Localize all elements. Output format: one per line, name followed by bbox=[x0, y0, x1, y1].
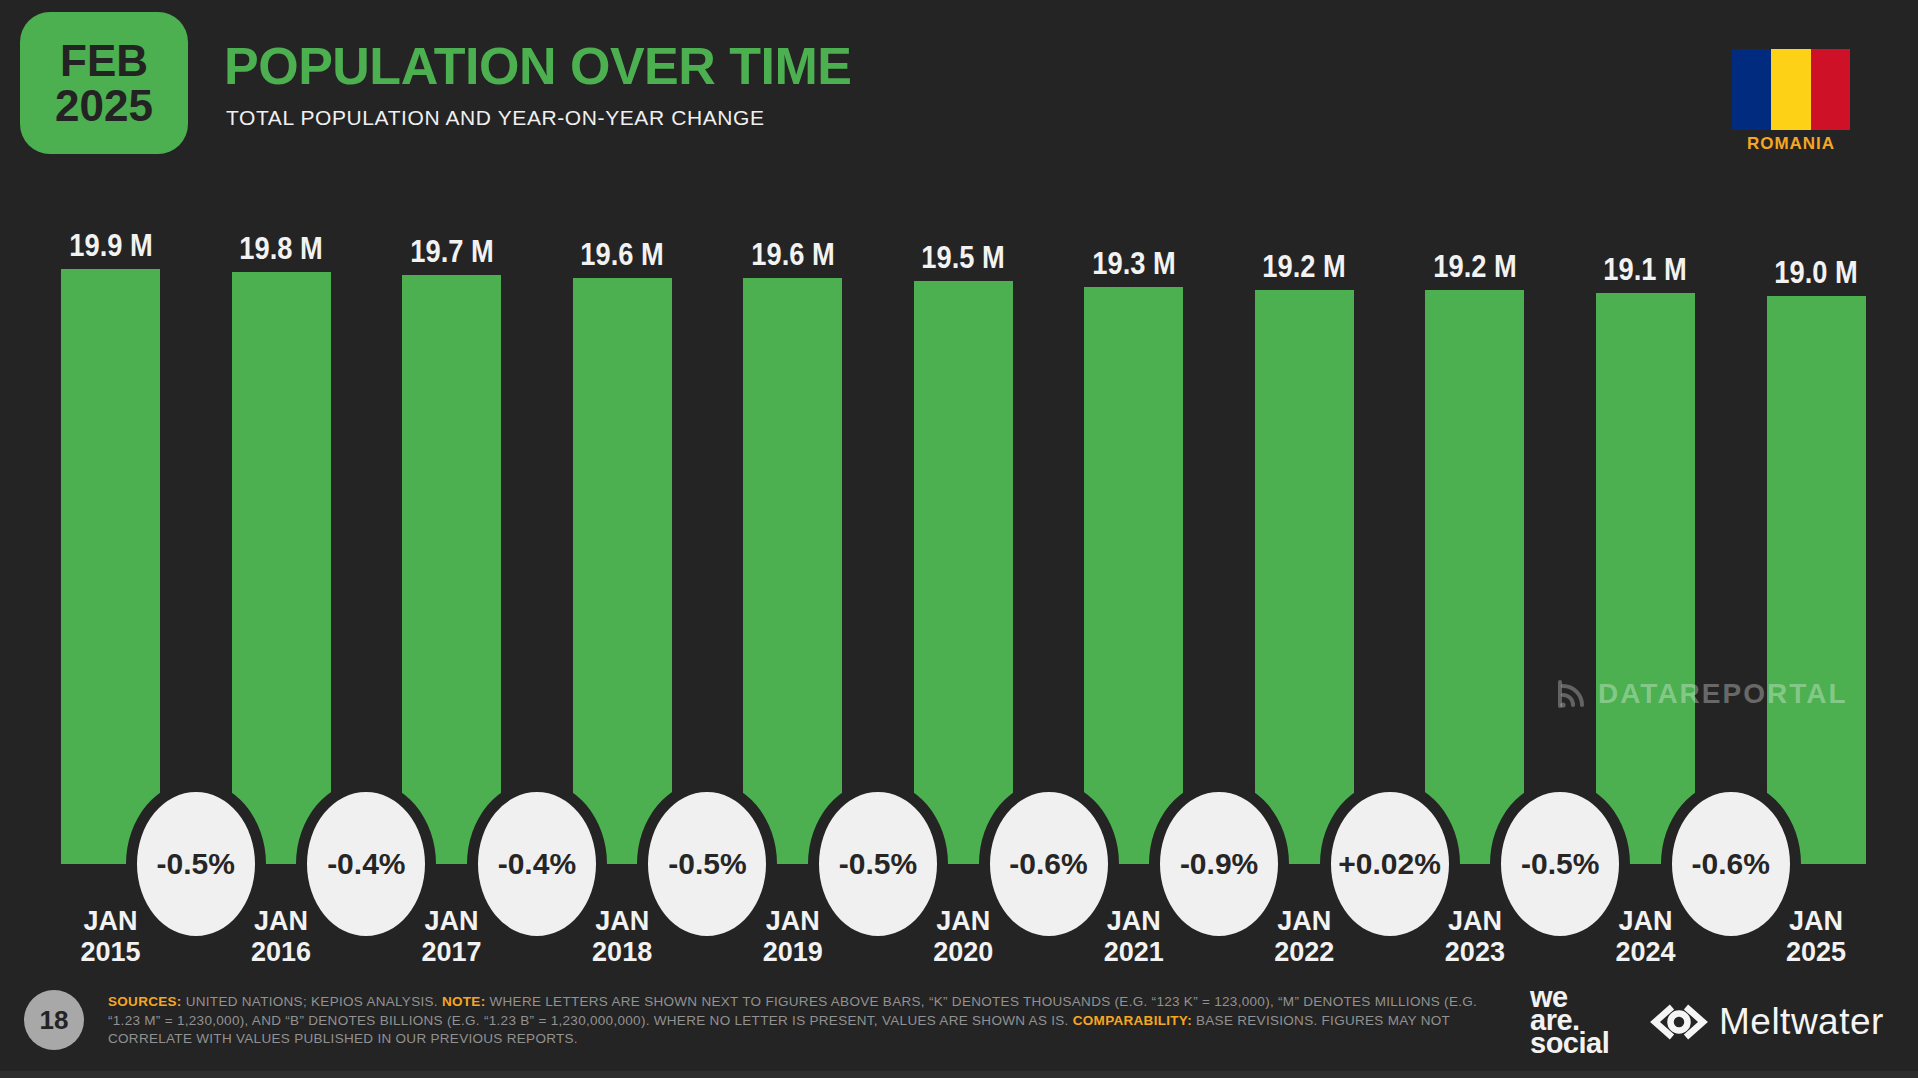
country-label: ROMANIA bbox=[1716, 134, 1866, 154]
we-are-social-line-3: social bbox=[1530, 1032, 1609, 1055]
slide-population-over-time: FEB 2025 POPULATION OVER TIME TOTAL POPU… bbox=[0, 0, 1918, 1078]
page-title: POPULATION OVER TIME bbox=[224, 38, 852, 94]
bar-value-label: 19.1 M bbox=[1575, 252, 1716, 288]
bottom-divider bbox=[0, 1071, 1918, 1078]
meltwater-icon bbox=[1648, 1000, 1710, 1044]
footer-note-text: UNITED NATIONS; KEPIOS ANALYSIS. bbox=[182, 994, 442, 1009]
x-axis-label: JAN 2019 bbox=[708, 906, 878, 968]
population-bar bbox=[914, 281, 1013, 864]
x-axis-label: JAN 2025 bbox=[1731, 906, 1901, 968]
bar-value-label: 19.6 M bbox=[722, 237, 863, 273]
bar-value-label: 19.5 M bbox=[893, 240, 1034, 276]
x-axis-label: JAN 2024 bbox=[1560, 906, 1730, 968]
population-bar bbox=[1425, 290, 1524, 864]
flag-stripe-yellow bbox=[1771, 49, 1810, 130]
datareportal-logo-icon bbox=[1552, 674, 1592, 714]
bar-value-label: 19.2 M bbox=[1234, 249, 1375, 285]
bar-value-label: 19.8 M bbox=[211, 231, 352, 267]
x-axis-label: JAN 2018 bbox=[537, 906, 707, 968]
romania-flag-icon bbox=[1732, 49, 1850, 130]
bar-value-label: 19.3 M bbox=[1063, 246, 1204, 282]
x-axis-label: JAN 2017 bbox=[367, 906, 537, 968]
population-bar bbox=[573, 278, 672, 864]
meltwater-logo-text: Meltwater bbox=[1719, 1001, 1884, 1043]
bar-value-label: 19.7 M bbox=[381, 234, 522, 270]
population-bar bbox=[61, 269, 160, 864]
datareportal-watermark: DATAREPORTAL bbox=[1552, 674, 1848, 714]
bar-value-label: 19.2 M bbox=[1404, 249, 1545, 285]
bar-value-label: 19.6 M bbox=[552, 237, 693, 273]
population-bar bbox=[743, 278, 842, 864]
bar-value-label: 19.9 M bbox=[40, 228, 181, 264]
flag-stripe-red bbox=[1811, 49, 1850, 130]
footer-note-label: COMPARABILITY: bbox=[1073, 1013, 1192, 1028]
page-subtitle: TOTAL POPULATION AND YEAR-ON-YEAR CHANGE bbox=[226, 106, 765, 130]
datareportal-watermark-text: DATAREPORTAL bbox=[1598, 678, 1848, 710]
date-badge: FEB 2025 bbox=[20, 12, 188, 154]
x-axis-label: JAN 2022 bbox=[1219, 906, 1389, 968]
flag-stripe-blue bbox=[1732, 49, 1771, 130]
page-number: 18 bbox=[40, 1005, 69, 1036]
bar-value-label: 19.0 M bbox=[1746, 255, 1887, 291]
population-bar bbox=[1596, 293, 1695, 864]
population-bar bbox=[402, 275, 501, 864]
population-bar bbox=[232, 272, 331, 864]
x-axis-label: JAN 2015 bbox=[26, 906, 196, 968]
population-bar bbox=[1767, 296, 1866, 864]
date-badge-month: FEB bbox=[60, 38, 148, 83]
population-bar bbox=[1084, 287, 1183, 864]
x-axis-label: JAN 2020 bbox=[878, 906, 1048, 968]
footer-note: SOURCES: UNITED NATIONS; KEPIOS ANALYSIS… bbox=[108, 993, 1493, 1049]
date-badge-year: 2025 bbox=[55, 83, 153, 128]
page-number-badge: 18 bbox=[24, 990, 84, 1050]
population-bar bbox=[1255, 290, 1354, 864]
footer-note-label: SOURCES: bbox=[108, 994, 182, 1009]
x-axis-label: JAN 2021 bbox=[1049, 906, 1219, 968]
footer-note-label: NOTE: bbox=[442, 994, 486, 1009]
we-are-social-logo: we are. social bbox=[1530, 986, 1609, 1055]
x-axis-label: JAN 2016 bbox=[196, 906, 366, 968]
x-axis-label: JAN 2023 bbox=[1390, 906, 1560, 968]
meltwater-logo: Meltwater bbox=[1648, 1000, 1884, 1044]
